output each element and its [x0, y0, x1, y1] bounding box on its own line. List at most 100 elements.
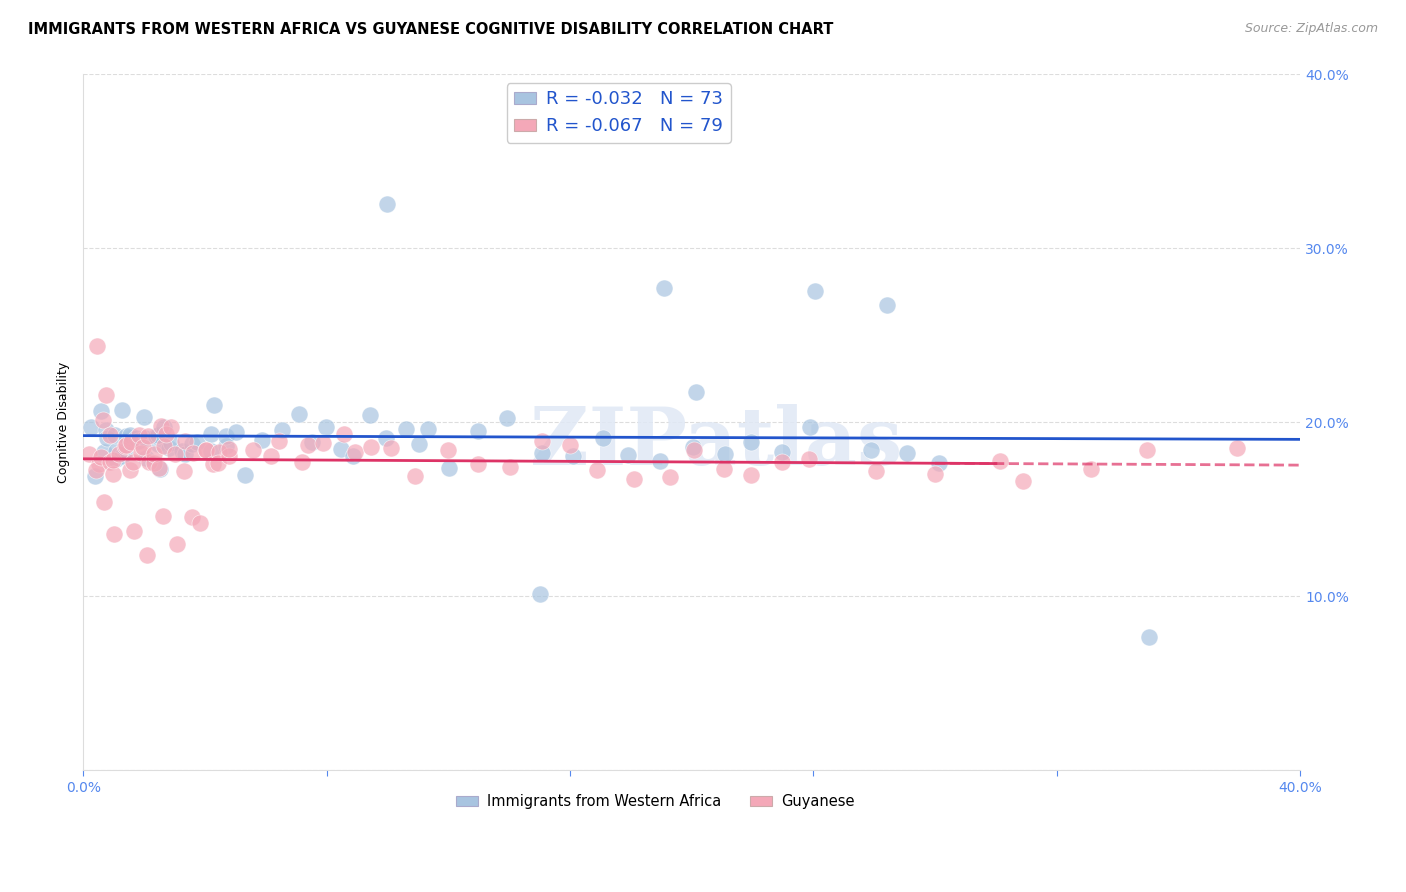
Point [200, 427, 222, 442]
Point [181, 437, 204, 451]
Legend: Immigrants from Western Africa, Guyanese: Immigrants from Western Africa, Guyanese [450, 789, 860, 815]
Point [143, 457, 166, 471]
Point [153, 439, 176, 453]
Point [291, 455, 314, 469]
Point [896, 446, 918, 460]
Point [80, 419, 103, 434]
Point [166, 537, 188, 551]
Point [287, 407, 309, 421]
Point [110, 449, 132, 463]
Point [104, 427, 127, 442]
Point [558, 438, 581, 452]
Point [170, 443, 193, 458]
Point [1137, 630, 1160, 644]
Point [96, 423, 118, 437]
Point [859, 443, 882, 458]
Point [215, 429, 238, 443]
Point [617, 448, 640, 462]
Point [1080, 461, 1102, 475]
Point [125, 431, 148, 445]
Point [436, 442, 458, 457]
Point [562, 449, 585, 463]
Point [342, 449, 364, 463]
Point [529, 587, 551, 601]
Point [115, 428, 138, 442]
Point [149, 461, 172, 475]
Point [127, 434, 149, 449]
Point [312, 435, 335, 450]
Point [988, 454, 1011, 468]
Point [194, 443, 217, 458]
Point [233, 468, 256, 483]
Point [218, 449, 240, 463]
Point [803, 284, 825, 298]
Point [924, 467, 946, 482]
Point [134, 431, 156, 445]
Point [395, 421, 418, 435]
Point [98, 455, 121, 469]
Point [225, 425, 247, 439]
Point [153, 420, 176, 434]
Text: Source: ZipAtlas.com: Source: ZipAtlas.com [1244, 22, 1378, 36]
Point [359, 408, 381, 422]
Point [740, 434, 762, 449]
Point [530, 446, 553, 460]
Point [260, 450, 283, 464]
Point [98, 428, 121, 442]
Point [799, 452, 821, 467]
Point [94, 388, 117, 402]
Point [160, 420, 183, 434]
Point [148, 461, 170, 475]
Point [404, 469, 426, 483]
Point [360, 440, 382, 454]
Point [332, 427, 354, 442]
Point [160, 435, 183, 450]
Point [682, 440, 704, 454]
Point [876, 298, 898, 312]
Point [146, 428, 169, 442]
Point [150, 419, 173, 434]
Point [121, 455, 143, 469]
Point [416, 422, 439, 436]
Point [250, 433, 273, 447]
Point [77, 447, 100, 461]
Point [120, 463, 142, 477]
Point [180, 509, 202, 524]
Point [770, 445, 793, 459]
Point [128, 428, 150, 442]
Point [270, 423, 292, 437]
Point [685, 385, 707, 400]
Point [375, 197, 398, 211]
Point [181, 446, 204, 460]
Point [104, 451, 127, 466]
Point [714, 447, 737, 461]
Point [120, 435, 142, 450]
Point [110, 403, 132, 417]
Point [380, 442, 402, 456]
Point [135, 451, 157, 466]
Point [585, 463, 607, 477]
Point [218, 442, 240, 457]
Point [103, 467, 125, 481]
Point [242, 443, 264, 458]
Point [134, 410, 156, 425]
Point [174, 447, 197, 461]
Point [202, 398, 225, 412]
Point [1226, 442, 1249, 456]
Point [142, 447, 165, 461]
Point [343, 445, 366, 459]
Point [105, 444, 128, 458]
Point [659, 470, 682, 484]
Point [195, 442, 218, 457]
Point [740, 468, 762, 483]
Point [408, 436, 430, 450]
Point [135, 548, 157, 562]
Point [799, 419, 821, 434]
Point [770, 455, 793, 469]
Point [157, 441, 180, 455]
Point [188, 516, 211, 530]
Point [928, 456, 950, 470]
Point [86, 462, 108, 476]
Point [152, 509, 174, 524]
Point [315, 419, 337, 434]
